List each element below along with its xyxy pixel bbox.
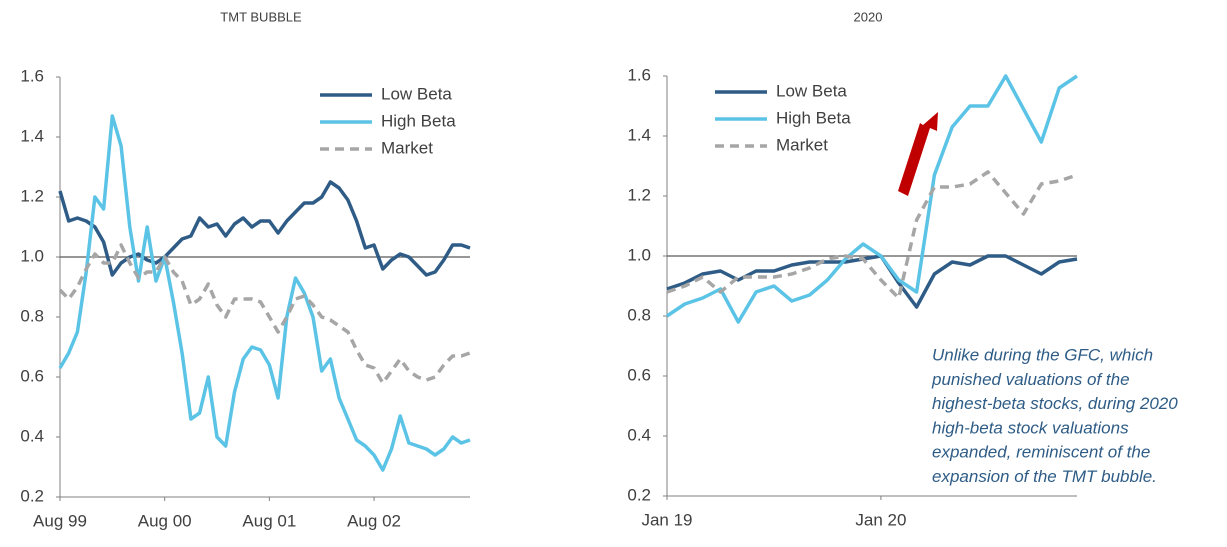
y-tick-label: 0.8 (20, 306, 44, 325)
series-line (666, 74, 1078, 324)
y-tick-label: 1.2 (20, 186, 44, 205)
y-tick-label: 0.4 (627, 425, 651, 444)
series-line (666, 170, 1078, 300)
x-tick-label: Aug 99 (33, 511, 87, 530)
red-arrow (898, 112, 938, 196)
annotation: high-beta stock valuations (932, 418, 1129, 437)
series-line (58, 180, 471, 277)
annotation: highest-beta stocks, during 2020 (932, 394, 1178, 413)
y-tick-label: 1.2 (627, 185, 651, 204)
chart-title: TMT BUBBLE (220, 9, 302, 24)
series-line (666, 254, 1078, 309)
y-tick-label: 1.6 (20, 66, 44, 85)
legend-label: Low Beta (776, 81, 847, 100)
y-tick-label: 0.4 (20, 426, 44, 445)
y-tick-label: 1.4 (20, 126, 44, 145)
y-tick-label: 0.8 (627, 305, 651, 324)
y-tick-label: 1.0 (20, 246, 44, 265)
x-tick-label: Aug 02 (347, 511, 401, 530)
annotation: punished valuations of the (931, 370, 1130, 389)
legend-label: Low Beta (381, 84, 452, 103)
legend-label: High Beta (381, 111, 456, 130)
x-tick-label: Aug 00 (138, 511, 192, 530)
x-tick-label: Jan 19 (641, 510, 692, 529)
annotation: expanded, reminiscent of the (932, 443, 1150, 462)
chart-title: 2020 (854, 9, 883, 24)
series-line (58, 243, 471, 385)
y-tick-label: 1.0 (627, 245, 651, 264)
legend-label: High Beta (776, 108, 851, 127)
y-tick-label: 0.2 (20, 486, 44, 505)
legend-label: Market (381, 138, 433, 157)
y-tick-label: 0.6 (627, 365, 651, 384)
legend-label: Market (776, 135, 828, 154)
y-tick-label: 0.6 (20, 366, 44, 385)
x-tick-label: Aug 01 (242, 511, 296, 530)
y-tick-label: 1.4 (627, 125, 651, 144)
annotation: expansion of the TMT bubble. (932, 467, 1157, 486)
y-tick-label: 1.6 (627, 65, 651, 84)
series-line (58, 114, 471, 472)
x-tick-label: Jan 20 (855, 510, 906, 529)
y-tick-label: 0.2 (627, 485, 651, 504)
annotation: Unlike during the GFC, which (932, 345, 1153, 364)
